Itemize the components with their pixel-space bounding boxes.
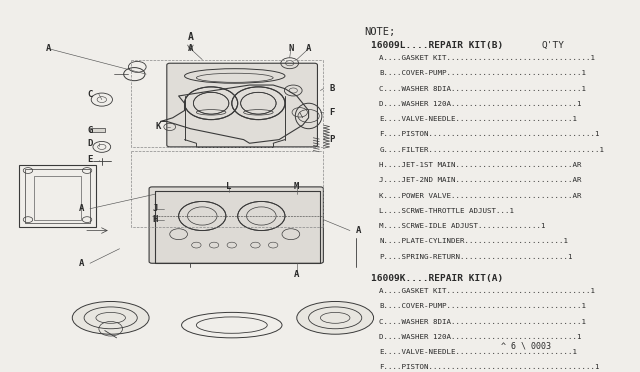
Text: A: A xyxy=(79,204,84,213)
Text: A....GASKET KIT................................1: A....GASKET KIT.........................… xyxy=(380,288,595,294)
Bar xyxy=(25,169,90,223)
Text: NOTE;: NOTE; xyxy=(365,27,396,37)
Text: E: E xyxy=(88,155,93,164)
Ellipse shape xyxy=(297,301,374,334)
Text: A: A xyxy=(356,226,361,235)
Ellipse shape xyxy=(72,301,149,334)
Text: N....PLATE-CYLINDER......................1: N....PLATE-CYLINDER.....................… xyxy=(380,238,568,244)
Text: Q'TY: Q'TY xyxy=(542,41,565,49)
Text: F: F xyxy=(329,108,335,117)
Text: G....FILTER......................................1: G....FILTER.............................… xyxy=(380,147,605,153)
Text: C....WASHER 8DIA.............................1: C....WASHER 8DIA........................… xyxy=(380,319,586,325)
Text: A: A xyxy=(306,44,311,53)
Text: H: H xyxy=(152,215,158,224)
Text: E....VALVE-NEEDLE..........................1: E....VALVE-NEEDLE.......................… xyxy=(380,116,577,122)
Text: F....PISTON.....................................1: F....PISTON.............................… xyxy=(380,131,600,138)
Text: L: L xyxy=(226,182,232,192)
Text: M....SCRWE-IDLE ADJUST..............1: M....SCRWE-IDLE ADJUST..............1 xyxy=(380,223,546,229)
Text: D....WASHER 120A............................1: D....WASHER 120A........................… xyxy=(380,334,582,340)
Text: H....JET-1ST MAIN..........................AR: H....JET-1ST MAIN.......................… xyxy=(380,162,582,168)
Text: P: P xyxy=(329,135,335,144)
Text: E....VALVE-NEEDLE..........................1: E....VALVE-NEEDLE.......................… xyxy=(380,349,577,355)
Text: 16009L....REPAIR KIT(B): 16009L....REPAIR KIT(B) xyxy=(371,41,503,49)
FancyBboxPatch shape xyxy=(167,63,317,147)
Text: F....PISTON.....................................1: F....PISTON.............................… xyxy=(380,365,600,371)
Text: J....JET-2ND MAIN..........................AR: J....JET-2ND MAIN.......................… xyxy=(380,177,582,183)
Text: M: M xyxy=(294,182,300,192)
Text: P....SPRING-RETURN........................1: P....SPRING-RETURN......................… xyxy=(380,254,573,260)
Text: A: A xyxy=(188,44,193,53)
Text: D....WASHER 120A............................1: D....WASHER 120A........................… xyxy=(380,101,582,107)
Text: J: J xyxy=(152,204,158,213)
Text: A....GASKET KIT................................1: A....GASKET KIT.........................… xyxy=(380,55,595,61)
Text: A: A xyxy=(294,270,300,279)
Text: B....COVER-PUMP..............................1: B....COVER-PUMP.........................… xyxy=(380,303,586,310)
Text: B....COVER-PUMP..............................1: B....COVER-PUMP.........................… xyxy=(380,70,586,76)
Text: D: D xyxy=(88,139,93,148)
Text: K: K xyxy=(156,122,161,131)
Text: ^ 6 \ 0003: ^ 6 \ 0003 xyxy=(501,341,551,350)
Text: A: A xyxy=(188,32,193,42)
Text: N: N xyxy=(288,44,294,53)
Text: C: C xyxy=(88,90,93,99)
Text: 16009K....REPAIR KIT(A): 16009K....REPAIR KIT(A) xyxy=(371,273,503,283)
Text: K....POWER VALVE...........................AR: K....POWER VALVE........................… xyxy=(380,193,582,199)
Text: A: A xyxy=(46,44,51,53)
Bar xyxy=(34,176,81,219)
Text: L....SCRWE-THROTTLE ADJUST...1: L....SCRWE-THROTTLE ADJUST...1 xyxy=(380,208,515,214)
Text: C....WASHER 8DIA.............................1: C....WASHER 8DIA........................… xyxy=(380,86,586,92)
Text: A: A xyxy=(79,259,84,268)
Bar xyxy=(19,165,96,227)
Text: B: B xyxy=(329,84,335,93)
FancyBboxPatch shape xyxy=(149,187,323,263)
Text: G: G xyxy=(88,126,93,135)
Bar xyxy=(90,128,105,132)
